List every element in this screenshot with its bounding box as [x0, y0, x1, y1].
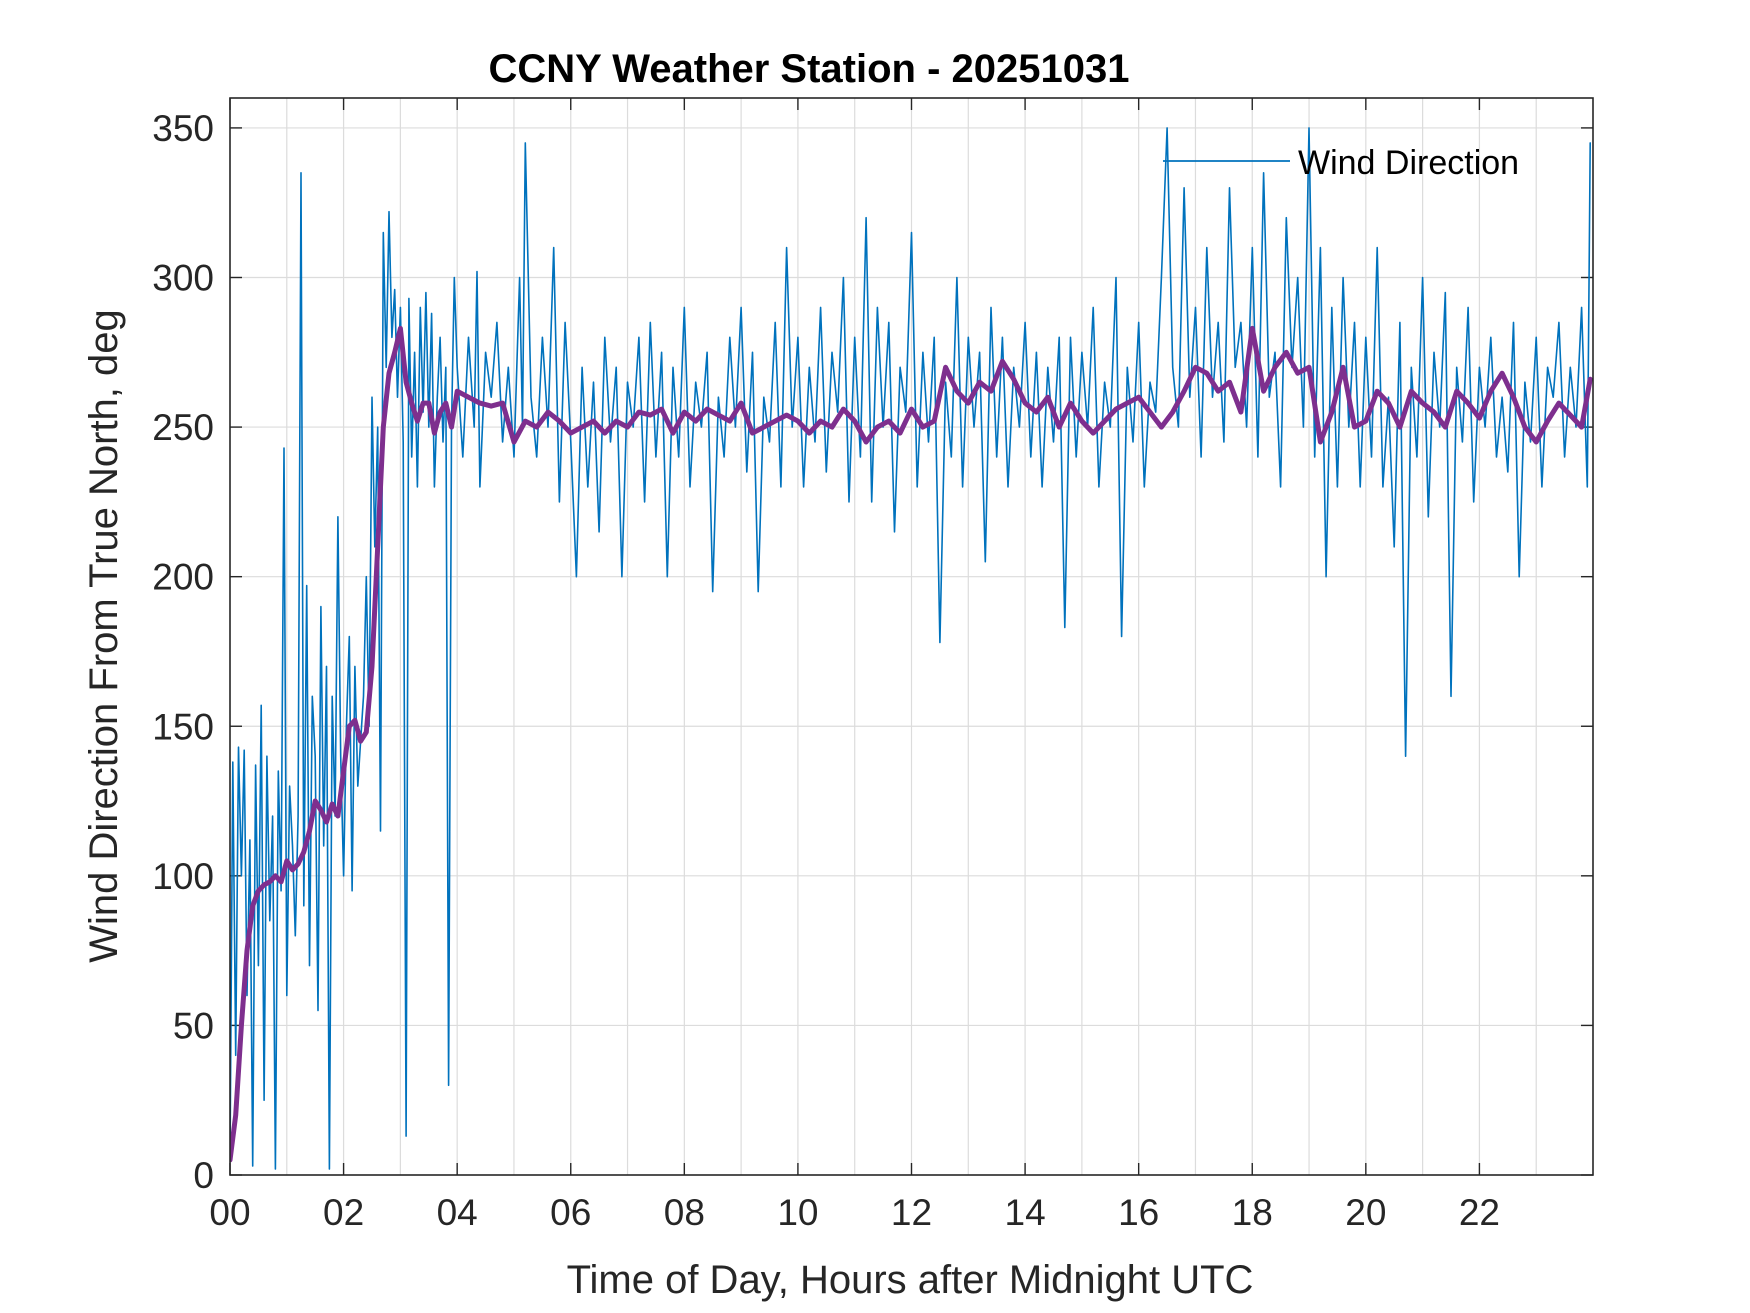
- x-tick-label: 12: [891, 1192, 932, 1233]
- y-tick-label: 300: [152, 258, 214, 299]
- legend-label-wind-direction: Wind Direction: [1298, 144, 1519, 182]
- chart-title: CCNY Weather Station - 20251031: [489, 47, 1130, 91]
- grid-lines: [230, 98, 1593, 1175]
- x-axis-label: Time of Day, Hours after Midnight UTC: [567, 1258, 1254, 1302]
- y-tick-label: 100: [152, 856, 214, 897]
- x-tick-label: 22: [1459, 1192, 1500, 1233]
- x-tick-label: 16: [1118, 1192, 1159, 1233]
- series-line-moving-average: [230, 325, 1593, 1163]
- y-tick-label: 200: [152, 557, 214, 598]
- x-tick-label: 02: [323, 1192, 364, 1233]
- x-tick-label: 14: [1005, 1192, 1046, 1233]
- series-line-wind-direction: [230, 127, 1591, 1170]
- legend: Wind Direction: [1163, 144, 1519, 182]
- y-tick-label: 250: [152, 407, 214, 448]
- x-tick-label: 20: [1345, 1192, 1386, 1233]
- y-tick-label: 50: [173, 1005, 214, 1046]
- x-tick-labels: 00 02 04 06 08 10 12 14 16 18 20 22: [209, 1192, 1500, 1233]
- x-tick-label: 00: [209, 1192, 250, 1233]
- x-tick-label: 04: [437, 1192, 478, 1233]
- y-tick-label: 350: [152, 108, 214, 149]
- x-tick-label: 06: [550, 1192, 591, 1233]
- y-axis-label: Wind Direction From True North, deg: [82, 309, 126, 963]
- x-tick-label: 10: [777, 1192, 818, 1233]
- plot-frame: [229, 97, 1594, 1176]
- y-tick-labels: 0 50 100 150 200 250 300 350: [152, 108, 214, 1196]
- y-tick-label: 0: [193, 1155, 214, 1196]
- series-group: [230, 127, 1593, 1170]
- x-tick-label: 18: [1232, 1192, 1273, 1233]
- x-tick-label: 08: [664, 1192, 705, 1233]
- y-tick-label: 150: [152, 706, 214, 747]
